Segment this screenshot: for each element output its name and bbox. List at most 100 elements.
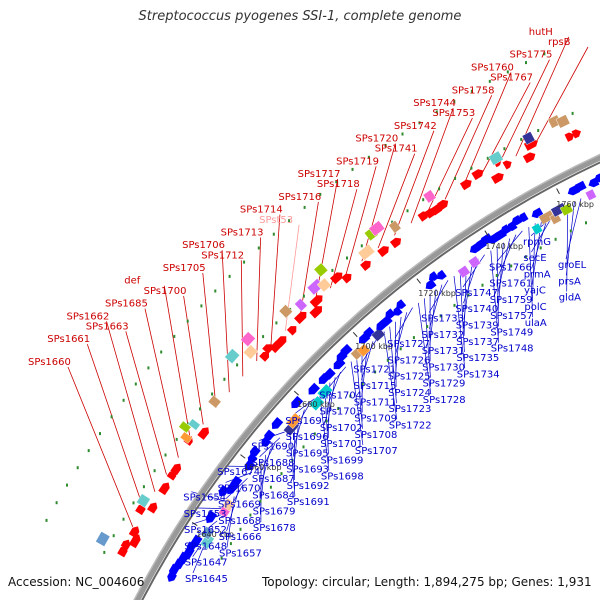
gc-dot xyxy=(319,192,322,196)
gc-dot xyxy=(360,244,363,248)
gene-label-reverse: SPs1731 xyxy=(422,346,465,357)
forward-gene-arrow xyxy=(128,526,140,539)
gene-label-reverse: SPs1723 xyxy=(389,404,432,415)
colored-gene-block xyxy=(200,526,215,540)
reverse-gene-arrow xyxy=(323,367,336,380)
gc-dot xyxy=(386,358,389,362)
forward-gene-arrow xyxy=(571,129,581,139)
gc-dot xyxy=(153,469,156,473)
gc-dot xyxy=(147,366,150,370)
forward-gene-arrow xyxy=(360,260,371,272)
gene-label-reverse: SPs1730 xyxy=(422,362,465,373)
gc-dot xyxy=(495,274,498,277)
colored-gene-block xyxy=(467,255,482,269)
gene-label-reverse: gldA xyxy=(559,293,581,304)
leader-line xyxy=(86,343,145,510)
leader-line xyxy=(496,230,523,262)
gene-label-reverse: SPs1648 xyxy=(184,542,227,553)
gene-label-reverse: prmA xyxy=(524,269,551,280)
gene-label-forward: SPs1744 xyxy=(413,98,456,109)
colored-gene-block xyxy=(240,331,256,347)
gene-label-reverse: SPs1759 xyxy=(490,295,533,306)
gene-label-forward: SPs1712 xyxy=(201,250,244,261)
leader-line xyxy=(395,312,408,355)
leader-line xyxy=(319,393,330,471)
gc-dot xyxy=(537,129,540,132)
leader-line xyxy=(490,250,500,343)
gene-label-reverse: SPs1766 xyxy=(489,262,532,273)
leader-line xyxy=(423,298,431,378)
colored-gene-block xyxy=(316,277,332,293)
leader-line xyxy=(361,346,368,397)
leader-line xyxy=(163,285,191,441)
colored-gene-block xyxy=(224,348,241,364)
leader-line xyxy=(565,198,582,260)
gene-label-forward: SPs1685 xyxy=(105,299,148,310)
gc-dot xyxy=(280,472,283,476)
gc-dot xyxy=(112,534,115,538)
forward-gene-arrow xyxy=(564,132,575,142)
gene-label-forward: SPs1663 xyxy=(86,321,129,332)
gc-dot xyxy=(229,542,232,546)
gene-label-reverse: SPs1715 xyxy=(354,381,397,392)
gene-labels: SPs1660SPs1661SPs1662SPs1663SPs1685defSP… xyxy=(28,27,587,585)
gene-label-reverse: SPs1704 xyxy=(319,390,362,401)
gc-dot xyxy=(110,415,113,419)
gene-label-reverse: SPs1670 xyxy=(218,483,261,494)
tick-label: 1660 kbp xyxy=(244,463,282,472)
leader-line xyxy=(225,478,248,499)
forward-gene-arrow xyxy=(417,211,429,222)
gc-dot xyxy=(412,336,415,340)
gene-label-forward: SPs1713 xyxy=(221,228,264,239)
tick-label: 1680 kbp xyxy=(297,400,335,409)
gc-dot xyxy=(257,246,260,250)
gene-label-forward: SPs1714 xyxy=(240,205,283,216)
forward-gene-arrow xyxy=(158,482,170,496)
gene-label-reverse: SPs1722 xyxy=(389,421,432,432)
leader-line xyxy=(565,201,575,276)
leader-line xyxy=(528,227,534,318)
gene-label-forward: SPs1660 xyxy=(28,357,71,368)
reverse-gene-arrow xyxy=(425,278,437,290)
leader-line xyxy=(394,307,413,339)
gene-label-forward: rpsB xyxy=(548,37,571,48)
tick-mark xyxy=(191,522,198,527)
forward-gene-arrow xyxy=(389,237,402,249)
gc-dot xyxy=(435,110,438,114)
colored-gene-block xyxy=(316,383,334,400)
gene-label-reverse: SPs1669 xyxy=(218,500,261,511)
reverse-gene-arrow xyxy=(500,224,511,234)
position-ticks: 1640 kbp 1660 kbp 1680 kbp 1700 kbp 1720 kbp… xyxy=(191,188,594,539)
gc-dot xyxy=(422,198,425,202)
gene-label-forward: SPs1720 xyxy=(355,134,398,145)
gc-dot xyxy=(524,255,527,259)
leader-line xyxy=(183,295,204,425)
forward-gene-arrow xyxy=(275,336,287,347)
tick-mark xyxy=(484,230,489,236)
gc-dot xyxy=(160,350,163,354)
forward-gene-arrow xyxy=(437,199,449,211)
gc-dot xyxy=(259,499,262,503)
gc-dot xyxy=(275,321,278,325)
gc-dot xyxy=(214,289,217,293)
gene-label-forward: SPs1705 xyxy=(163,263,206,274)
gene-label-forward: hutH xyxy=(529,27,553,38)
gc-dot xyxy=(399,347,402,351)
leader-line xyxy=(479,82,531,178)
gc-dot xyxy=(539,246,542,250)
gene-label-reverse: SPs1726 xyxy=(388,355,431,366)
gene-label-reverse: prsA xyxy=(558,276,581,287)
gene-label-reverse: SPs1728 xyxy=(423,395,466,406)
gc-dot xyxy=(302,445,305,449)
forward-gene-arrow xyxy=(377,246,389,258)
gene-label-forward: SPs1718 xyxy=(317,179,360,190)
gc-dot xyxy=(236,363,239,367)
tick-mark xyxy=(352,331,358,338)
colored-gene-block xyxy=(313,262,329,278)
gene-label-reverse: SPs1747 xyxy=(455,288,498,299)
gc-dot xyxy=(87,449,90,453)
reverse-gene-arrow xyxy=(247,453,258,464)
gc-dot xyxy=(99,432,101,436)
forward-gene-arrow xyxy=(117,545,128,558)
gene-label-reverse: SPs1652 xyxy=(184,525,227,536)
